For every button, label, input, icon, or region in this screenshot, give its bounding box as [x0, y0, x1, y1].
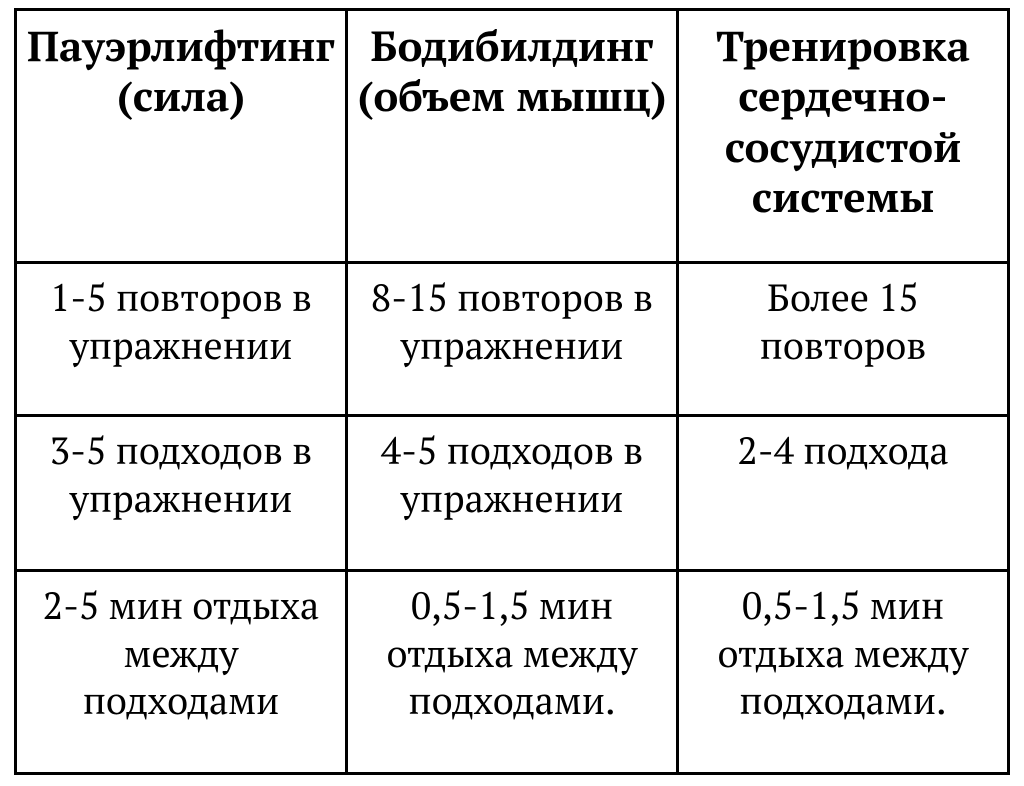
- table-row: 3-5 подходов в упражнении 4-5 подходов в…: [16, 416, 1009, 571]
- table-cell: 1-5 повторов в упражнении: [16, 263, 347, 416]
- table-row: 2-5 мин отдыха между подходами 0,5-1,5 м…: [16, 571, 1009, 774]
- table-cell: 0,5-1,5 мин отдыха между подходами.: [678, 571, 1009, 774]
- table-cell: 8-15 повторов в упражнении: [347, 263, 678, 416]
- column-header: Тренировка сердечно-сосудистой системы: [678, 10, 1009, 263]
- table-cell: 4-5 подходов в упражнении: [347, 416, 678, 571]
- column-header: Пауэрлифтинг (сила): [16, 10, 347, 263]
- column-header: Бодибилдинг (объем мышц): [347, 10, 678, 263]
- training-table: Пауэрлифтинг (сила) Бодибилдинг (объем м…: [14, 8, 1010, 775]
- table-cell: Более 15 повторов: [678, 263, 1009, 416]
- table-cell: 0,5-1,5 мин отдыха между подходами.: [347, 571, 678, 774]
- table-header-row: Пауэрлифтинг (сила) Бодибилдинг (объем м…: [16, 10, 1009, 263]
- table-row: 1-5 повторов в упражнении 8-15 повторов …: [16, 263, 1009, 416]
- table-cell: 3-5 подходов в упражнении: [16, 416, 347, 571]
- table-cell: 2-5 мин отдыха между подходами: [16, 571, 347, 774]
- table-cell: 2-4 подхода: [678, 416, 1009, 571]
